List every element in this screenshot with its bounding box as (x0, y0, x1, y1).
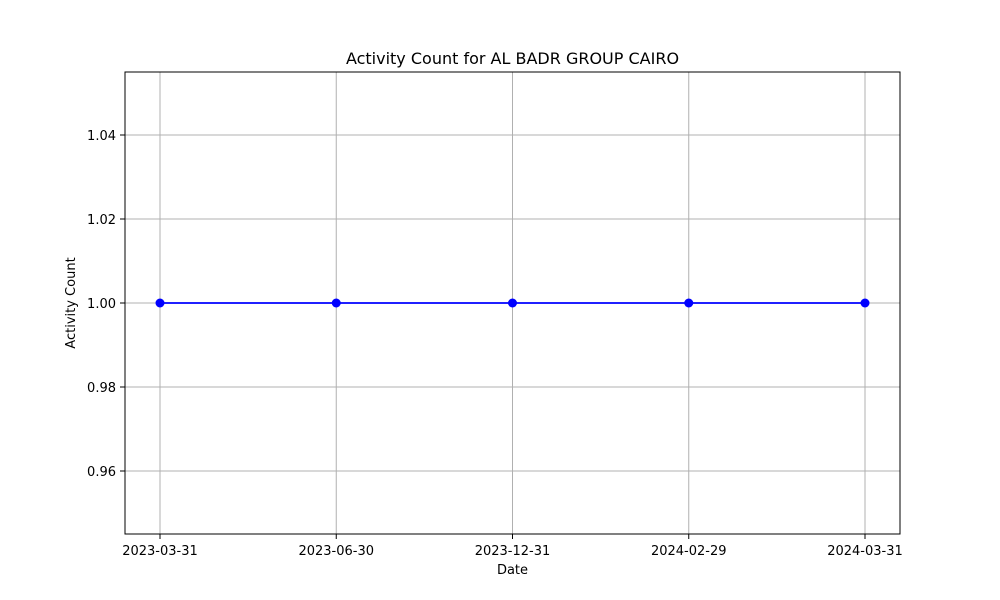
y-tick-label: 1.02 (87, 213, 116, 228)
series (155, 298, 870, 308)
data-point (860, 298, 870, 308)
y-axis-label: Activity Count (64, 257, 79, 348)
x-tick-label: 2023-12-31 (475, 544, 551, 559)
x-tick-label: 2024-03-31 (827, 544, 903, 559)
x-tick-label: 2024-02-29 (651, 544, 727, 559)
chart-title: Activity Count for AL BADR GROUP CAIRO (346, 49, 679, 68)
y-tick-label: 1.04 (87, 129, 116, 144)
axis-ticks: 2023-03-31 2023-06-30 2023-12-31 2024-02-29… (87, 129, 903, 559)
data-point (331, 298, 341, 308)
y-tick-label: 1.00 (87, 297, 116, 312)
x-tick-label: 2023-03-31 (122, 544, 198, 559)
data-point (508, 298, 517, 308)
data-point (155, 298, 165, 308)
x-axis-label: Date (497, 563, 528, 578)
data-point (684, 298, 694, 308)
y-tick-label: 0.96 (87, 465, 116, 480)
x-tick-label: 2023-06-30 (298, 544, 374, 559)
y-tick-label: 0.98 (87, 381, 116, 396)
